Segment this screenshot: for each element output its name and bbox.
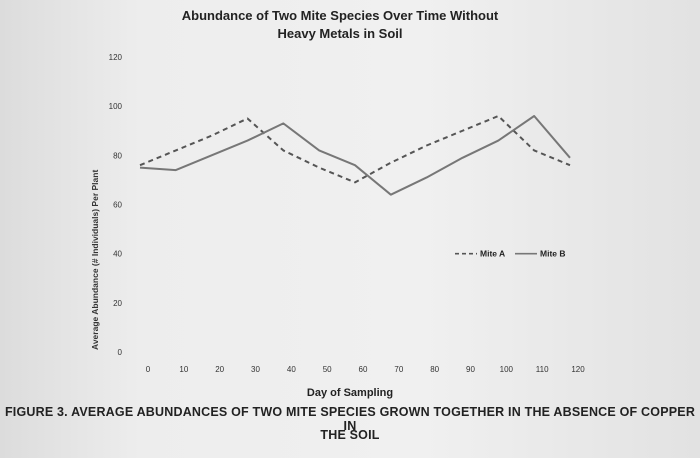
legend-label-mite-a: Mite A xyxy=(480,249,505,259)
x-axis-title: Day of Sampling xyxy=(306,387,394,399)
x-tick-label: 100 xyxy=(500,365,514,374)
x-tick-label: 40 xyxy=(287,365,296,374)
y-tick-label: 100 xyxy=(109,102,123,111)
y-axis-title: Average Abundance (# Individuals) Per Pl… xyxy=(90,169,100,350)
x-tick-label: 70 xyxy=(394,365,403,374)
x-tick-label: 30 xyxy=(251,365,260,374)
x-tick-label: 120 xyxy=(571,365,585,374)
series-line-mite-a xyxy=(139,115,571,184)
y-tick-label: 80 xyxy=(113,151,122,160)
chart-title-line-2: Heavy Metals in Soil xyxy=(277,26,403,41)
chart-title-line-1: Abundance of Two Mite Species Over Time … xyxy=(181,8,499,23)
y-tick-label: 120 xyxy=(109,53,123,62)
x-tick-label: 20 xyxy=(215,365,224,374)
x-tick-label: 90 xyxy=(466,365,475,374)
y-tick-label: 20 xyxy=(113,299,122,308)
x-tick-label: 80 xyxy=(430,365,439,374)
y-tick-label: 40 xyxy=(113,250,122,259)
x-tick-label: 50 xyxy=(323,365,332,374)
x-tick-label: 60 xyxy=(359,365,368,374)
x-tick-label: 110 xyxy=(536,365,549,374)
x-tick-label: 0 xyxy=(146,365,151,374)
y-tick-label: 0 xyxy=(118,348,123,357)
legend-label-mite-b: Mite B xyxy=(540,249,566,259)
figure-caption-line-1: FIGURE 3. AVERAGE ABUNDANCES OF TWO MITE… xyxy=(4,405,696,433)
series-line-mite-b xyxy=(139,115,571,196)
figure-caption-line-2: THE SOIL xyxy=(320,428,380,442)
x-tick-label: 10 xyxy=(179,365,188,374)
y-tick-label: 60 xyxy=(113,201,122,210)
